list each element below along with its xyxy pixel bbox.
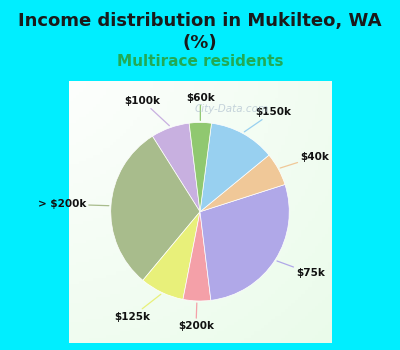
Wedge shape — [111, 136, 200, 280]
Text: > $200k: > $200k — [38, 199, 109, 209]
Text: $75k: $75k — [277, 261, 325, 278]
Text: $200k: $200k — [178, 303, 214, 331]
Wedge shape — [143, 212, 200, 299]
Text: Multirace residents: Multirace residents — [117, 54, 283, 69]
Text: $150k: $150k — [244, 107, 291, 132]
Wedge shape — [183, 212, 211, 301]
Wedge shape — [200, 123, 269, 212]
Wedge shape — [200, 184, 289, 300]
Text: City-Data.com: City-Data.com — [194, 104, 268, 114]
Text: $40k: $40k — [280, 152, 329, 168]
Text: $100k: $100k — [124, 96, 169, 126]
Text: Income distribution in Mukilteo, WA
(%): Income distribution in Mukilteo, WA (%) — [18, 12, 382, 52]
Text: $125k: $125k — [114, 294, 161, 322]
Wedge shape — [152, 123, 200, 212]
Wedge shape — [200, 155, 285, 212]
Wedge shape — [189, 122, 212, 212]
Text: $60k: $60k — [186, 92, 215, 120]
